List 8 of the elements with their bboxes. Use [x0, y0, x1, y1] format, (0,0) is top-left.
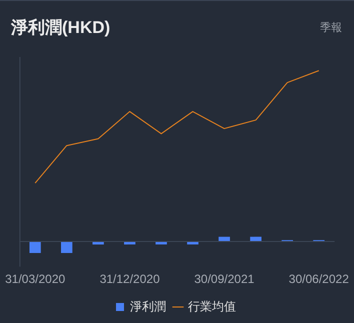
- chart-title: 淨利潤(HKD): [11, 17, 110, 39]
- chart-subtitle: 季報: [320, 20, 342, 35]
- legend-label: 淨利潤: [130, 299, 166, 314]
- x-tick-label: 30/09/2021: [194, 272, 255, 286]
- x-tick-label: 30/06/2022: [288, 272, 350, 286]
- legend-label: 行業均值: [188, 299, 236, 314]
- x-tick-label: 31/12/2020: [100, 272, 160, 286]
- x-tick-label: 31/03/2020: [5, 272, 66, 286]
